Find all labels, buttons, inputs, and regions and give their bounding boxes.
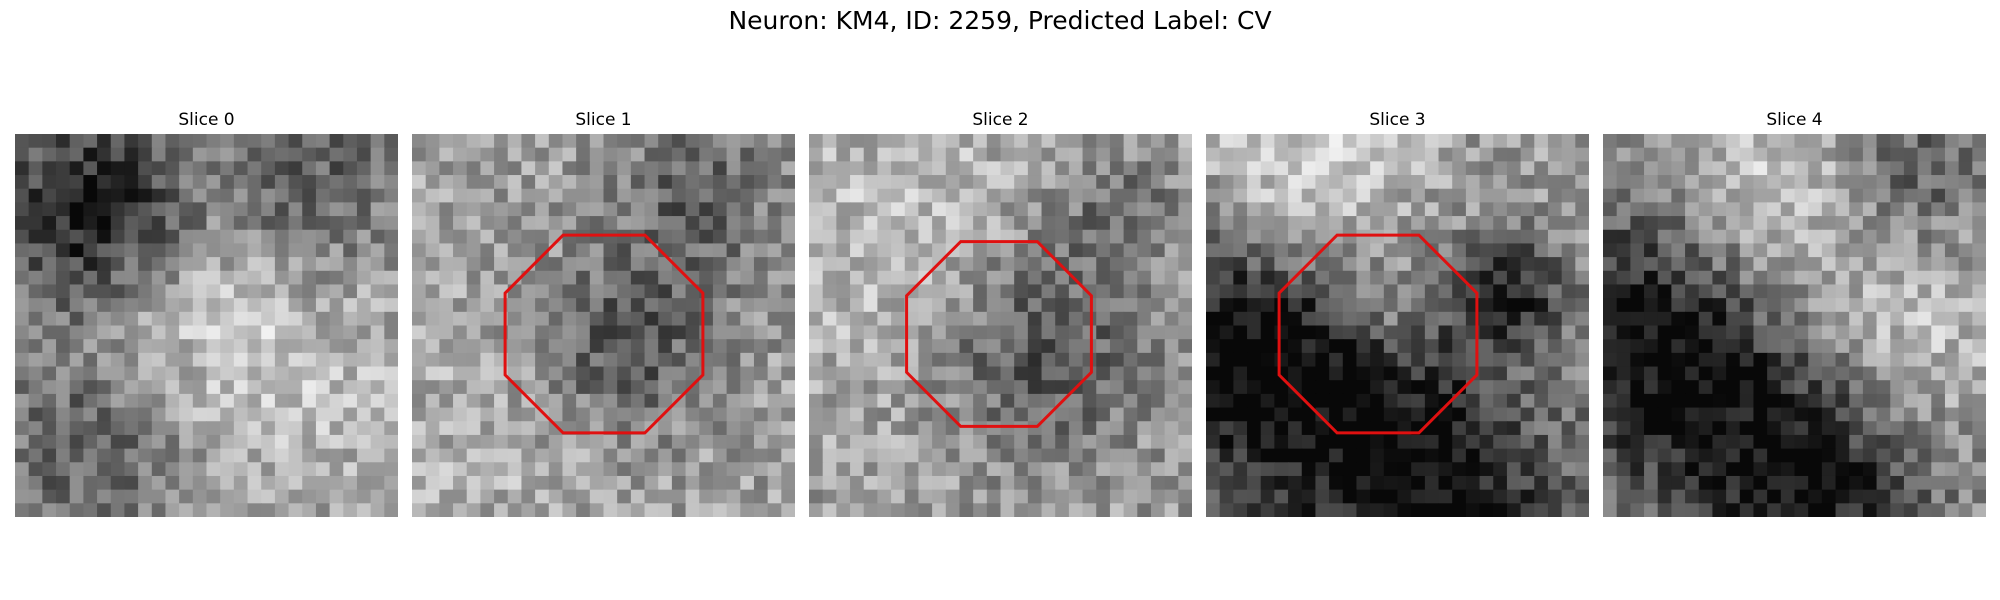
panel-slice-2: Slice 2 [809, 110, 1192, 517]
panel-title: Slice 2 [972, 110, 1029, 130]
panel-slice-4: Slice 4 [1603, 110, 1986, 517]
slice-image [15, 134, 398, 517]
slice-image [1603, 134, 1986, 517]
slice-image [1206, 134, 1589, 517]
panel-slice-3: Slice 3 [1206, 110, 1589, 517]
panel-slice-0: Slice 0 [15, 110, 398, 517]
roi-octagon [1277, 233, 1479, 435]
slice-image [809, 134, 1192, 517]
panel-title: Slice 1 [575, 110, 632, 130]
roi-octagon [503, 233, 705, 435]
slice-image [412, 134, 795, 517]
roi-octagon [905, 240, 1093, 428]
figure-title: Neuron: KM4, ID: 2259, Predicted Label: … [728, 6, 1272, 35]
panel-title: Slice 4 [1766, 110, 1823, 130]
panel-title: Slice 3 [1369, 110, 1426, 130]
panel-slice-1: Slice 1 [412, 110, 795, 517]
panel-title: Slice 0 [178, 110, 235, 130]
